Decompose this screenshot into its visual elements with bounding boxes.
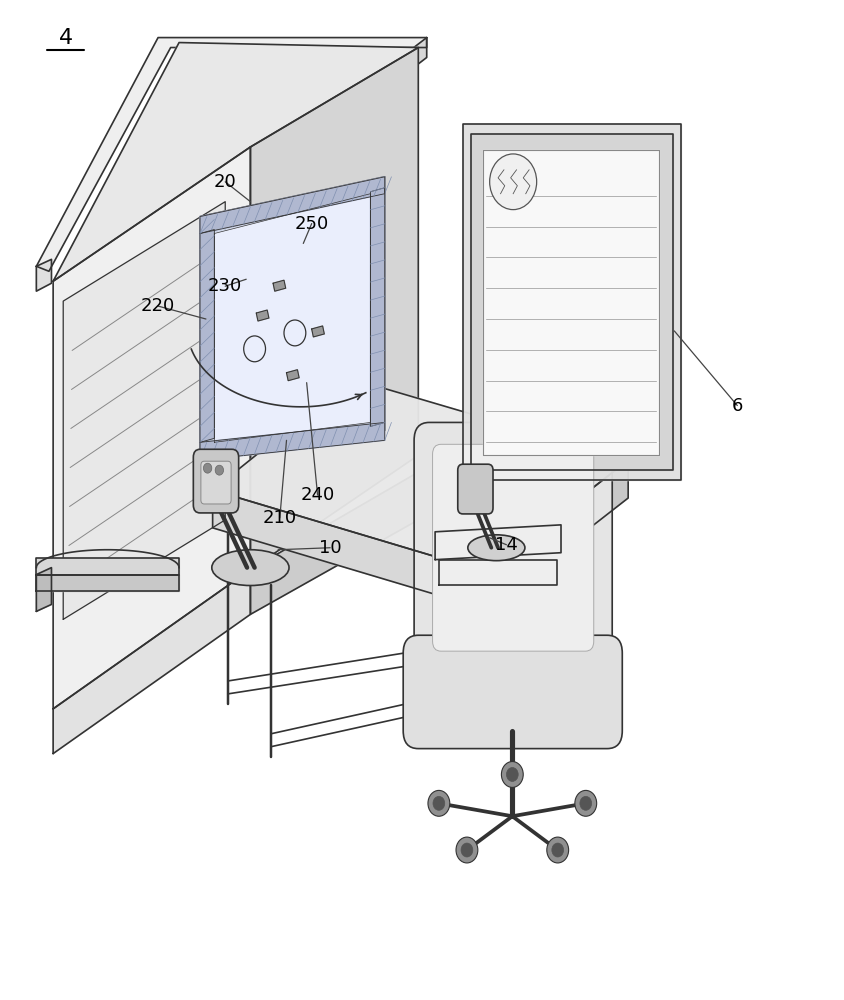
Polygon shape <box>213 379 627 572</box>
Circle shape <box>456 837 477 863</box>
Polygon shape <box>213 490 485 609</box>
Polygon shape <box>36 38 426 271</box>
Circle shape <box>579 796 591 810</box>
Polygon shape <box>200 177 384 460</box>
Text: 14: 14 <box>495 536 517 554</box>
Circle shape <box>489 154 536 210</box>
Text: 220: 220 <box>141 297 175 315</box>
Text: 240: 240 <box>300 486 334 504</box>
Ellipse shape <box>468 535 524 561</box>
Polygon shape <box>53 570 250 754</box>
Polygon shape <box>63 202 225 619</box>
Polygon shape <box>256 310 268 321</box>
FancyBboxPatch shape <box>201 461 230 504</box>
Circle shape <box>574 790 596 816</box>
Polygon shape <box>439 560 556 585</box>
Text: 250: 250 <box>295 215 328 233</box>
Polygon shape <box>311 326 324 337</box>
Circle shape <box>432 796 444 810</box>
Polygon shape <box>435 525 560 560</box>
Polygon shape <box>370 188 384 426</box>
Polygon shape <box>250 48 418 570</box>
Polygon shape <box>200 177 384 233</box>
Text: 4: 4 <box>58 28 73 48</box>
Polygon shape <box>53 147 250 709</box>
FancyBboxPatch shape <box>414 422 612 672</box>
Circle shape <box>461 843 473 857</box>
Circle shape <box>427 790 449 816</box>
Polygon shape <box>200 422 384 460</box>
Text: 230: 230 <box>208 277 242 295</box>
FancyBboxPatch shape <box>193 449 238 513</box>
Polygon shape <box>483 150 658 455</box>
Polygon shape <box>463 124 680 480</box>
FancyBboxPatch shape <box>432 444 593 651</box>
Polygon shape <box>36 259 51 291</box>
Circle shape <box>500 762 522 787</box>
Text: 10: 10 <box>318 539 341 557</box>
Text: 210: 210 <box>262 509 296 527</box>
Circle shape <box>203 463 212 473</box>
Polygon shape <box>200 230 214 442</box>
Polygon shape <box>214 194 370 442</box>
Ellipse shape <box>212 550 289 586</box>
Polygon shape <box>273 280 285 291</box>
Circle shape <box>546 837 568 863</box>
Text: 6: 6 <box>731 397 742 415</box>
Polygon shape <box>409 38 426 70</box>
FancyBboxPatch shape <box>457 464 492 514</box>
Polygon shape <box>36 575 179 591</box>
Text: 20: 20 <box>214 173 236 191</box>
Circle shape <box>506 768 517 781</box>
FancyBboxPatch shape <box>403 635 621 749</box>
Polygon shape <box>36 558 179 575</box>
Circle shape <box>215 465 224 475</box>
Polygon shape <box>485 460 627 609</box>
Polygon shape <box>286 370 299 381</box>
Polygon shape <box>53 43 418 281</box>
Polygon shape <box>250 472 418 614</box>
Circle shape <box>551 843 563 857</box>
Polygon shape <box>36 568 51 611</box>
Polygon shape <box>471 134 672 470</box>
